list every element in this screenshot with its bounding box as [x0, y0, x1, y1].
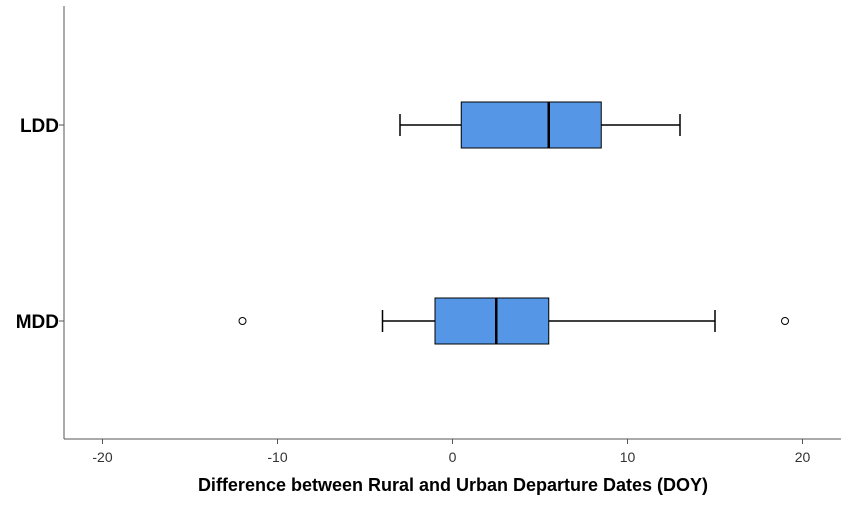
x-tick-label: -10 — [267, 449, 287, 465]
category-labels: LDD MDD — [16, 116, 64, 333]
box-ldd — [399, 101, 681, 149]
x-tick-label: 10 — [620, 449, 636, 465]
x-axis-ticks: -20 -10 0 10 20 — [92, 439, 810, 465]
category-label-mdd: MDD — [16, 312, 59, 333]
category-label-ldd: LDD — [20, 116, 59, 137]
x-tick-label: 20 — [795, 449, 811, 465]
iqr-box — [460, 101, 602, 149]
outlier-point — [781, 317, 789, 325]
x-tick-label: -20 — [92, 449, 112, 465]
x-axis-label: Difference between Rural and Urban Depar… — [198, 475, 708, 495]
outlier-point — [238, 317, 247, 325]
x-tick-label: 0 — [449, 449, 457, 465]
axes — [63, 6, 841, 440]
box-mdd — [238, 297, 789, 345]
boxes — [238, 101, 789, 345]
iqr-box — [434, 297, 550, 345]
